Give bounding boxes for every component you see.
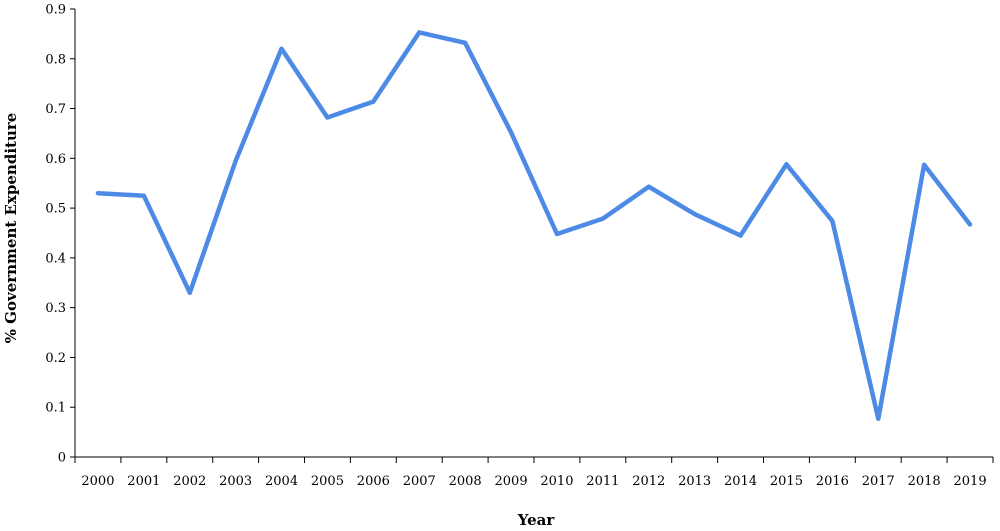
x-tick-label: 2015 xyxy=(770,474,803,489)
y-axis-ticks: 0 0.1 0.2 0.3 0.4 0.5 0.6 0.7 0.8 0.9 xyxy=(45,3,75,466)
data-point xyxy=(554,231,559,236)
data-point xyxy=(463,40,468,45)
x-tick-label: 2014 xyxy=(724,474,757,489)
data-point xyxy=(692,212,697,217)
x-tick-label: 2018 xyxy=(908,474,941,489)
x-tick-label: 2019 xyxy=(954,474,987,489)
x-tick-label: 2005 xyxy=(311,474,344,489)
data-point xyxy=(417,30,422,35)
y-tick-label: 0.3 xyxy=(45,301,66,316)
y-tick-label: 0.2 xyxy=(45,351,66,366)
data-point xyxy=(600,216,605,221)
x-tick-label: 2013 xyxy=(678,474,711,489)
y-tick-label: 0 xyxy=(58,451,66,466)
x-tick-label: 2002 xyxy=(173,474,206,489)
x-axis-ticks: 2000 2001 2002 2003 2004 2005 2006 2007 2008 2009… xyxy=(74,457,994,489)
data-point xyxy=(141,193,146,198)
y-tick-label: 0.9 xyxy=(45,3,66,18)
data-point xyxy=(876,416,881,421)
y-tick-label: 0.8 xyxy=(45,52,66,67)
x-tick-label: 2017 xyxy=(862,474,895,489)
x-tick-label: 2012 xyxy=(632,474,665,489)
data-point xyxy=(325,115,330,120)
data-point xyxy=(509,130,514,135)
data-point xyxy=(968,222,973,227)
series-line xyxy=(95,30,973,421)
x-tick-label: 2016 xyxy=(816,474,849,489)
data-point xyxy=(233,158,238,163)
data-point xyxy=(830,219,835,224)
y-tick-label: 0.6 xyxy=(45,152,66,167)
data-point xyxy=(371,99,376,104)
x-tick-label: 2009 xyxy=(495,474,528,489)
data-point xyxy=(95,191,100,196)
x-tick-label: 2000 xyxy=(81,474,114,489)
x-tick-label: 2008 xyxy=(449,474,482,489)
x-tick-label: 2004 xyxy=(265,474,298,489)
x-axis-title: Year xyxy=(517,511,556,529)
y-axis-title: % Government Expenditure xyxy=(2,113,20,344)
y-tick-label: 0.1 xyxy=(45,401,66,416)
y-tick-label: 0.7 xyxy=(45,102,66,117)
data-point xyxy=(922,162,927,167)
data-point xyxy=(784,162,789,167)
x-tick-label: 2006 xyxy=(357,474,390,489)
x-tick-label: 2010 xyxy=(540,474,573,489)
x-tick-label: 2003 xyxy=(219,474,252,489)
x-tick-label: 2011 xyxy=(586,474,619,489)
y-tick-label: 0.4 xyxy=(45,251,66,266)
y-tick-label: 0.5 xyxy=(45,202,66,217)
data-point xyxy=(187,290,192,295)
data-point xyxy=(646,184,651,189)
data-point xyxy=(738,233,743,238)
series-layer xyxy=(95,30,973,421)
data-point xyxy=(279,46,284,51)
x-tick-label: 2001 xyxy=(127,474,160,489)
x-tick-label: 2007 xyxy=(403,474,436,489)
